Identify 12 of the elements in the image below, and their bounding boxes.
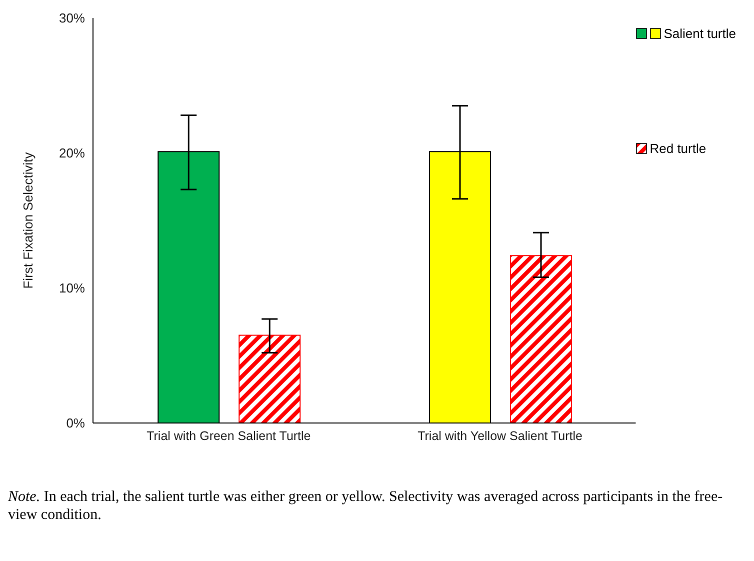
legend-label: Salient turtle <box>664 26 736 41</box>
y-tick-label: 20% <box>58 146 86 161</box>
bar <box>238 334 301 423</box>
y-tick-label: 10% <box>58 280 86 296</box>
x-tick-label: Trial with Yellow Salient Turtle <box>418 428 583 443</box>
bar <box>510 255 572 423</box>
y-tick-label: 0% <box>66 416 86 431</box>
y-tick-label: 30% <box>58 10 86 26</box>
x-tick-label: Trial with Green Salient Turtle <box>146 428 311 443</box>
y-axis-title: First Fixation Selectivity <box>20 152 36 289</box>
legend-label: Red turtle <box>650 141 706 156</box>
text: Note. In each trial, the salient turtle was either green or yellow. Selectivity was averaged across participants in the free-view condition. <box>8 488 724 524</box>
